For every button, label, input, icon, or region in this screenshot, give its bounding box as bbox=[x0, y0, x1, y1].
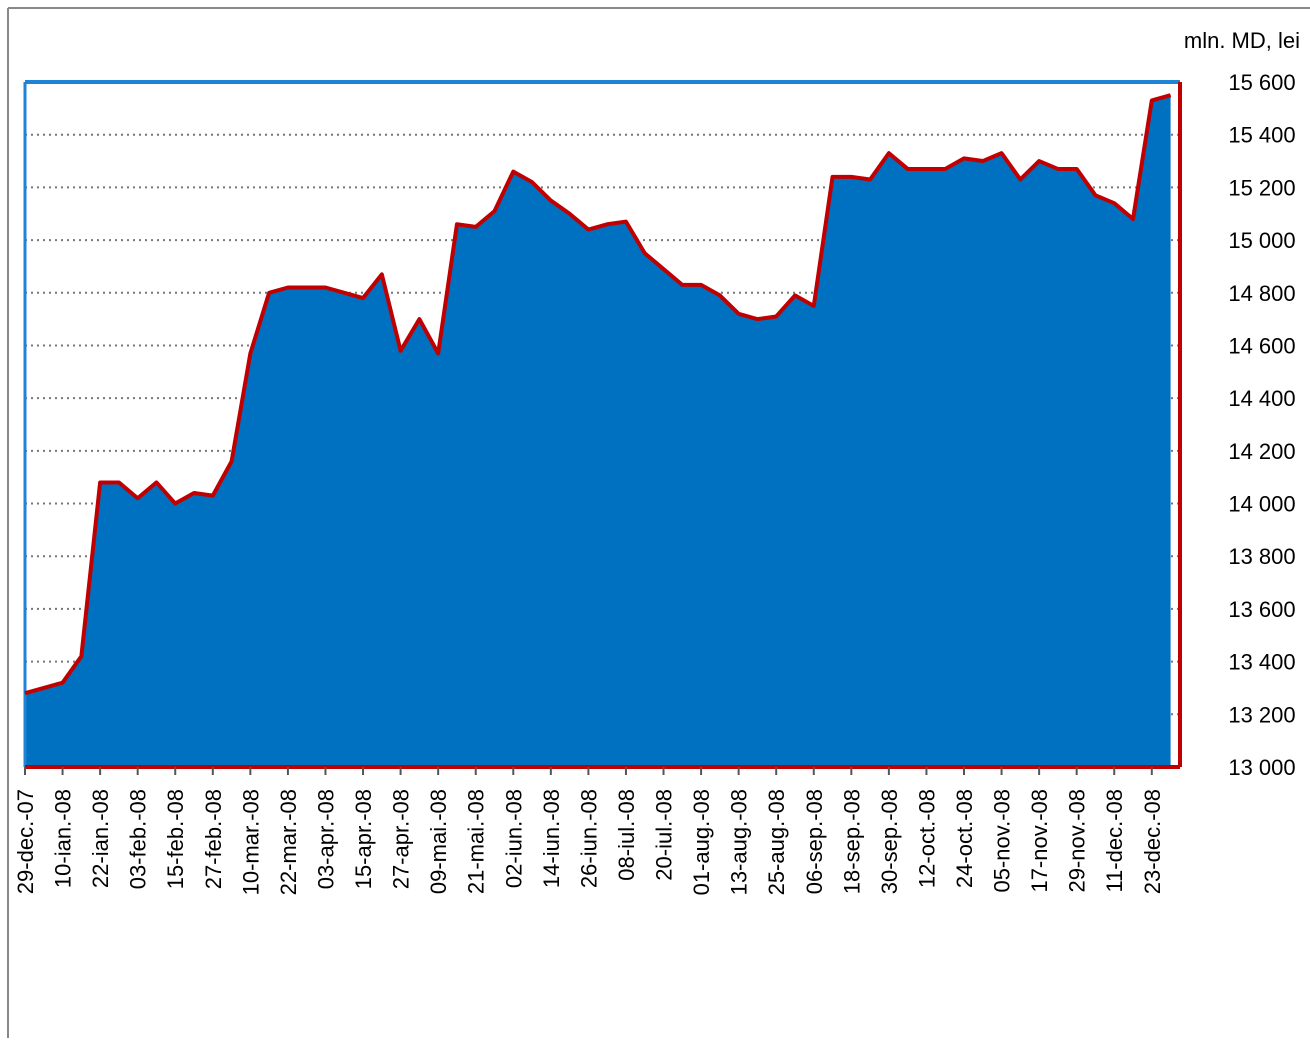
y-tick-label: 14 800 bbox=[1228, 281, 1295, 306]
x-tick-label: 22-mar.-08 bbox=[276, 789, 301, 895]
x-tick-label: 03-apr.-08 bbox=[313, 789, 338, 889]
x-tick-label: 05-nov.-08 bbox=[990, 789, 1015, 893]
x-tick-label: 06-sep.-08 bbox=[802, 789, 827, 894]
x-tick-label: 17-nov.-08 bbox=[1027, 789, 1052, 893]
area bbox=[25, 95, 1171, 767]
y-tick-label: 14 200 bbox=[1228, 439, 1295, 464]
y-tick-label: 15 000 bbox=[1228, 228, 1295, 253]
y-tick-label: 13 600 bbox=[1228, 597, 1295, 622]
x-tick-label: 13-aug.-08 bbox=[727, 789, 752, 895]
x-tick-label: 11-dec.-08 bbox=[1102, 789, 1127, 893]
x-tick-label: 03-feb.-08 bbox=[126, 789, 151, 889]
x-tick-label: 20-iul.-08 bbox=[652, 789, 677, 881]
y-tick-label: 13 400 bbox=[1228, 650, 1295, 675]
y-tick-label: 13 200 bbox=[1228, 702, 1295, 727]
y-tick-label: 14 400 bbox=[1228, 386, 1295, 411]
x-tick-label: 29-dec.-07 bbox=[13, 789, 38, 894]
x-tick-label: 18-sep.-08 bbox=[839, 789, 864, 894]
y-tick-label: 13 000 bbox=[1228, 755, 1295, 780]
x-tick-label: 30-sep.-08 bbox=[877, 789, 902, 894]
x-tick-label: 14-iun.-08 bbox=[539, 789, 564, 888]
x-tick-label: 15-apr.-08 bbox=[351, 789, 376, 889]
x-tick-label: 27-apr.-08 bbox=[389, 789, 414, 889]
x-tick-label: 25-aug.-08 bbox=[764, 789, 789, 895]
y-tick-label: 15 200 bbox=[1228, 175, 1295, 200]
y-tick-label: 15 400 bbox=[1228, 123, 1295, 148]
x-tick-label: 02-iun.-08 bbox=[501, 789, 526, 888]
y-tick-label: 15 600 bbox=[1228, 70, 1295, 95]
x-tick-label: 08-iul.-08 bbox=[614, 789, 639, 881]
x-tick-label: 27-feb.-08 bbox=[201, 789, 226, 889]
y-tick-label: 14 000 bbox=[1228, 492, 1295, 517]
y-tick-label: 13 800 bbox=[1228, 544, 1295, 569]
x-tick-label: 24-oct.-08 bbox=[952, 789, 977, 888]
x-tick-label: 01-aug.-08 bbox=[689, 789, 714, 895]
x-tick-label: 12-oct.-08 bbox=[914, 789, 939, 888]
y-tick-label: 14 600 bbox=[1228, 333, 1295, 358]
x-tick-label: 29-nov.-08 bbox=[1065, 789, 1090, 893]
x-tick-label: 23-dec.-08 bbox=[1140, 789, 1165, 894]
x-tick-label: 22-ian.-08 bbox=[88, 789, 113, 888]
x-tick-label: 15-feb.-08 bbox=[163, 789, 188, 889]
line bbox=[24, 93, 1172, 696]
x-tick-label: 10-mar.-08 bbox=[238, 789, 263, 895]
x-tick-label: 10-ian.-08 bbox=[51, 789, 76, 888]
x-tick-label: 21-mai.-08 bbox=[464, 789, 489, 894]
x-tick-label: 26-iun.-08 bbox=[576, 789, 601, 888]
x-tick-label: 09-mai.-08 bbox=[426, 789, 451, 894]
y-axis-label: mln. MD, lei bbox=[1184, 28, 1300, 53]
